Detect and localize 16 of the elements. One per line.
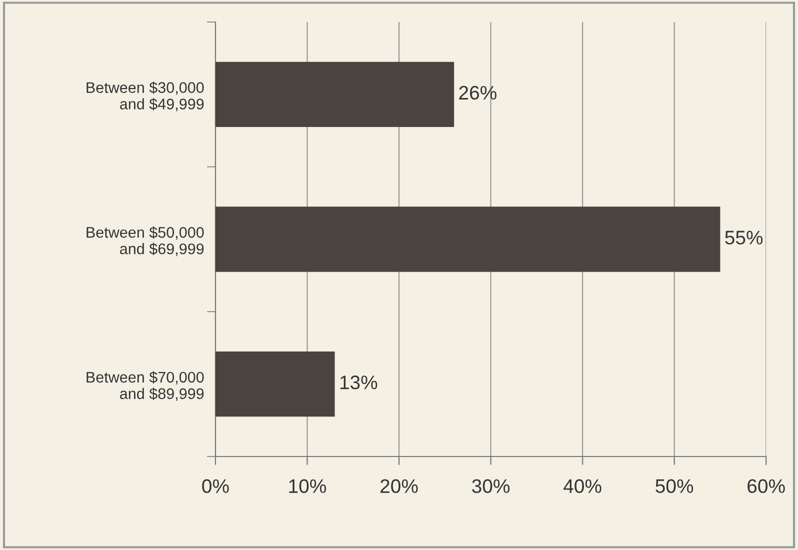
x-tick-label: 0% bbox=[202, 479, 229, 494]
data-label: 55% bbox=[725, 230, 763, 244]
x-tick-label: 10% bbox=[289, 479, 326, 494]
y-tick-label: Between $30,000 and $49,999 bbox=[86, 82, 204, 112]
bar bbox=[215, 351, 335, 417]
bar bbox=[215, 62, 454, 128]
x-tick-label: 30% bbox=[472, 479, 510, 494]
data-label: 13% bbox=[340, 376, 378, 390]
y-tick-label: Between $50,000 and $69,999 bbox=[86, 226, 204, 256]
x-tick-label: 60% bbox=[748, 479, 785, 494]
x-tick-label: 40% bbox=[564, 479, 602, 494]
x-tick-label: 20% bbox=[380, 479, 418, 494]
bar bbox=[215, 206, 720, 272]
y-tick-label: Between $70,000 and $89,999 bbox=[86, 371, 204, 401]
x-tick-label: 50% bbox=[656, 479, 694, 494]
data-label: 26% bbox=[459, 86, 496, 100]
